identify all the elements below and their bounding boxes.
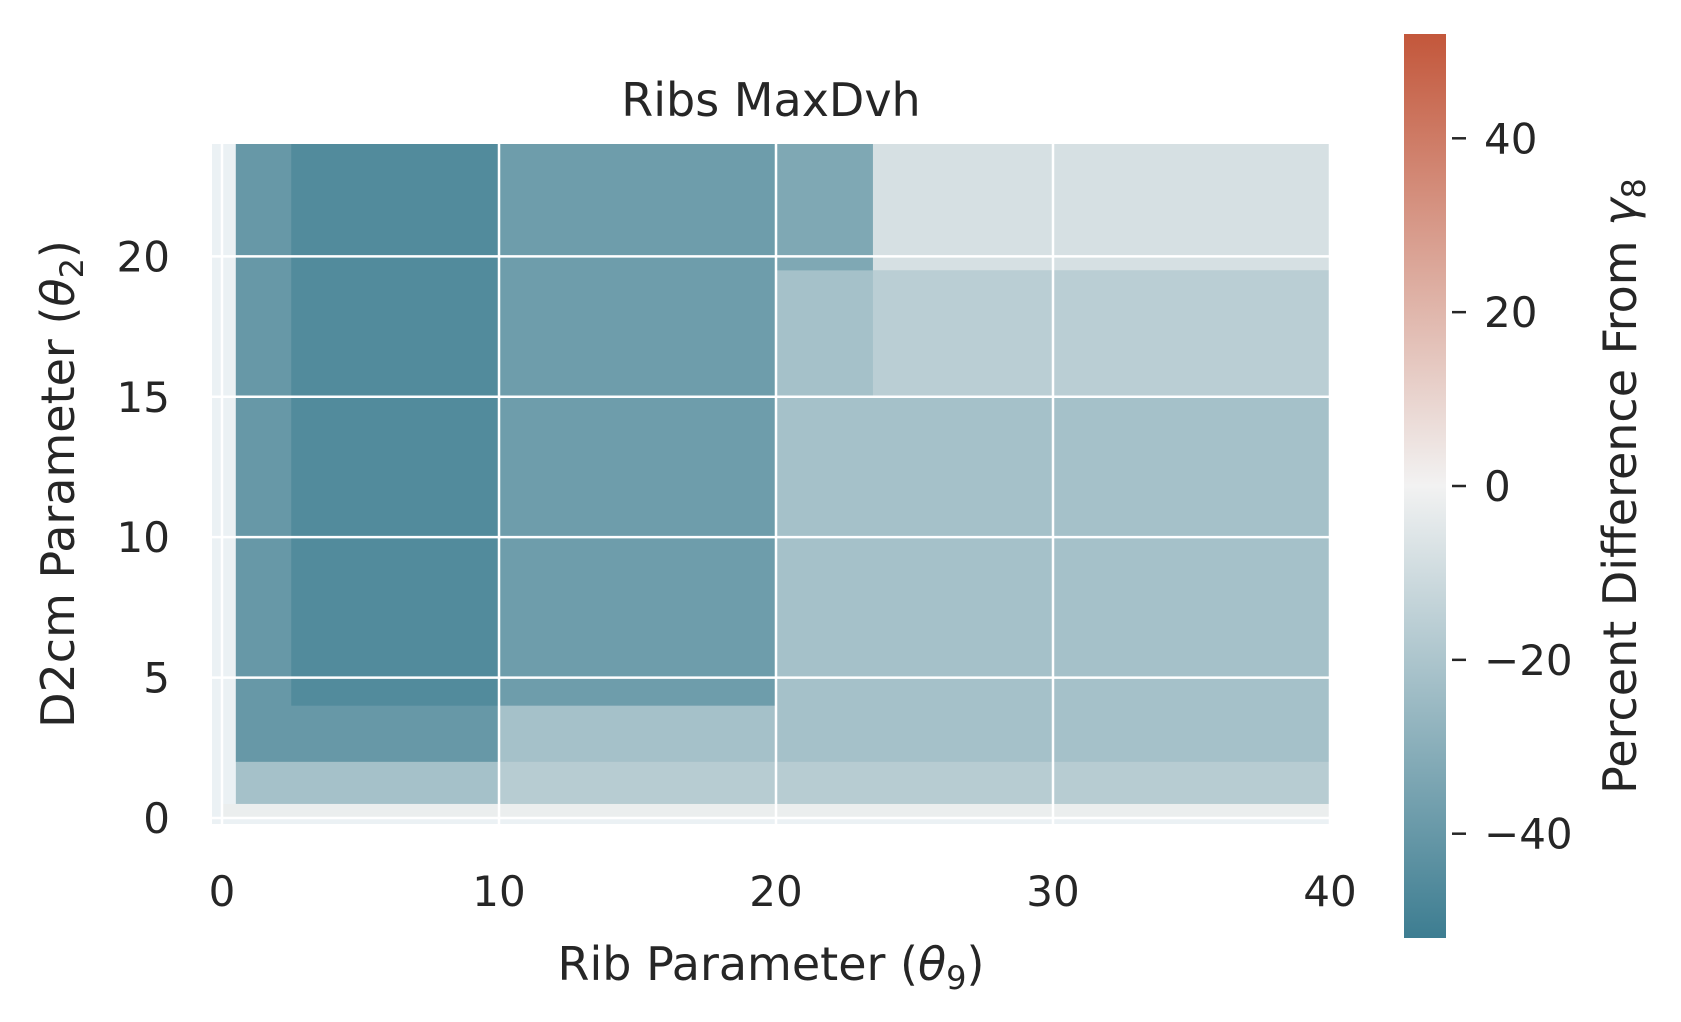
- x-axis-label-symbol: θ: [918, 937, 946, 991]
- colorbar-tick-label: 0: [1484, 462, 1511, 511]
- y-axis-label-close: ): [31, 240, 85, 258]
- colorbar-ticks: 40 20 0 −20 −40: [1452, 114, 1573, 859]
- colorbar-label-symbol: γ: [1593, 196, 1647, 226]
- x-axis-label-text: Rib Parameter (: [558, 937, 918, 991]
- heatmap-cell: [872, 270, 1330, 397]
- colorbar-label-sub: 8: [1615, 178, 1653, 198]
- x-tick-label: 40: [1303, 867, 1356, 916]
- y-tick-label: 5: [143, 654, 170, 703]
- colorbar-tick-label: 40: [1484, 114, 1537, 163]
- x-tick-label: 10: [472, 867, 525, 916]
- heatmap-cell: [499, 761, 1330, 804]
- colorbar-label-text: Percent Difference From: [1593, 226, 1647, 794]
- y-tick-label: 20: [117, 232, 170, 281]
- y-tick-label: 0: [143, 794, 170, 843]
- heatmap-cells: [222, 144, 1330, 818]
- colorbar-tick-label: 20: [1484, 288, 1537, 337]
- x-tick-label: 0: [209, 867, 236, 916]
- heatmap-cell: [291, 144, 499, 706]
- heatmap-cell: [499, 144, 776, 706]
- colorbar: [1404, 34, 1446, 938]
- y-axis-label: D2cm Parameter (θ2): [31, 240, 91, 728]
- y-axis-label-symbol: θ: [31, 278, 85, 306]
- x-tick-label: 30: [1026, 867, 1079, 916]
- grid-lines: [212, 144, 1332, 824]
- x-tick-label: 20: [749, 867, 802, 916]
- y-axis-label-text: D2cm Parameter (: [31, 307, 85, 728]
- y-tick-label: 15: [117, 373, 170, 422]
- heatmap-cell: [872, 144, 1330, 271]
- x-tick-labels: 0 10 20 30 40: [209, 867, 1357, 916]
- colorbar-label: Percent Difference From γ8: [1593, 178, 1653, 794]
- y-tick-labels: 0 5 10 15 20: [117, 232, 170, 843]
- colorbar-tick-label: −20: [1484, 636, 1573, 685]
- x-axis-label-close: ): [967, 937, 985, 991]
- y-axis-label-sub: 2: [53, 258, 91, 278]
- y-tick-label: 10: [117, 513, 170, 562]
- chart-title: Ribs MaxDvh: [621, 73, 920, 127]
- colorbar-tick-label: −40: [1484, 810, 1573, 859]
- x-axis-label: Rib Parameter (θ9): [558, 937, 985, 997]
- heatmap-cell: [776, 144, 873, 271]
- x-axis-label-sub: 9: [946, 959, 966, 997]
